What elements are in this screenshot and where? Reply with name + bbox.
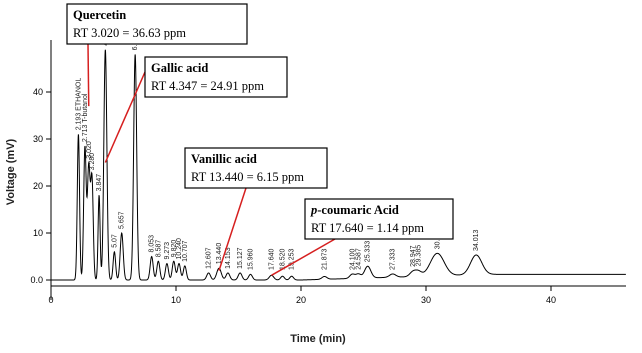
callout-box	[304, 198, 454, 240]
peak-label: 17.640	[269, 248, 276, 270]
peak-label: 12.607	[206, 247, 213, 269]
peak-label: 5.07	[111, 234, 118, 248]
peak-label: 14.153	[225, 247, 232, 269]
x-ticks: 0 10 20 30 40	[48, 286, 556, 305]
compound-name-text: Gallic acid	[151, 61, 208, 75]
compound-name-text: Quercetin	[73, 8, 126, 22]
callout-box	[184, 147, 328, 189]
x-tick-label: 0	[48, 295, 53, 305]
annotation-arrow	[104, 71, 146, 163]
y-axis-title: Voltage (mV)	[5, 138, 17, 205]
retention-value: RT 3.020 = 36.63 ppm	[73, 26, 186, 40]
peak-label: 8.587	[155, 240, 162, 258]
annotation-callout: Vanillic acid RT 13.440 = 6.15 ppm	[184, 147, 328, 189]
x-axis-title: Time (min)	[290, 333, 346, 345]
y-tick-label: 20	[33, 181, 43, 191]
annotation-arrow	[87, 43, 90, 107]
peak-label: 9.273	[164, 242, 171, 260]
annotation-callout: Gallic acid RT 4.347 = 24.91 ppm	[144, 56, 288, 98]
annotation-arrow	[218, 187, 247, 271]
peak-label: 18.520	[280, 248, 287, 270]
peak-label: 28.947	[410, 245, 417, 267]
callout-box	[144, 56, 288, 98]
y-tick-label: 10	[33, 228, 43, 238]
x-tick-label: 40	[546, 295, 556, 305]
annotation-arrow	[271, 238, 336, 276]
peak-label: 8.053	[149, 235, 156, 253]
annotation-callout: p-coumaric Acid RT 17.640 = 1.14 ppm	[304, 198, 454, 240]
y-tick-label: 0.0	[30, 275, 43, 285]
y-tick-label: 40	[33, 87, 43, 97]
peak-label: 27.333	[390, 248, 397, 270]
peak-label: 10.240	[176, 238, 183, 260]
x-tick-label: 10	[171, 295, 181, 305]
y-ticks: 0.0 10 20 30 40	[30, 87, 51, 285]
peak-label: 3.020	[86, 141, 93, 159]
axes	[50, 40, 626, 300]
peak-label: 34.013	[473, 229, 480, 251]
peak-label: 15.127	[237, 247, 244, 269]
chromatogram-trace	[51, 49, 626, 281]
peak-label: 13.440	[216, 243, 223, 265]
compound-name-text: Vanillic acid	[191, 152, 257, 166]
annotation-callout: Quercetin RT 3.020 = 36.63 ppm	[66, 3, 248, 45]
peak-label: 2.713 T-butanol	[82, 93, 89, 142]
compound-name: Vanillic acid	[191, 152, 257, 166]
retention-value: RT 13.440 = 6.15 ppm	[191, 170, 304, 184]
compound-name: p-coumaric Acid	[310, 203, 399, 217]
compound-name: Quercetin	[73, 8, 126, 22]
peak-label: 10.707	[182, 240, 189, 262]
peak-label: 9.820	[171, 240, 178, 258]
peak-label: 25.333	[365, 241, 372, 263]
peak-label: 30.9	[434, 236, 441, 250]
y-tick-label: 30	[33, 134, 43, 144]
compound-name-prefix: p	[310, 203, 317, 217]
retention-value: RT 17.640 = 1.14 ppm	[311, 221, 424, 235]
peak-label: 15.960	[248, 248, 255, 270]
retention-value: RT 4.347 = 24.91 ppm	[151, 79, 264, 93]
peak-label: 24.100	[349, 248, 356, 270]
peak-label: 24.587	[355, 248, 362, 270]
peak-label: 29.385	[415, 245, 422, 267]
peak-label: 3.847	[96, 174, 103, 192]
x-tick-label: 20	[296, 295, 306, 305]
peak-label: 5.657	[119, 211, 126, 229]
x-tick-label: 30	[421, 295, 431, 305]
peak-label: 3.280	[89, 153, 96, 171]
annotation-arrows	[87, 43, 336, 276]
peak-label: 19.253	[289, 248, 296, 270]
peak-label: 21.873	[321, 248, 328, 270]
annotation-callouts: Quercetin RT 3.020 = 36.63 ppm Gallic acid…	[66, 3, 454, 240]
callout-box	[66, 3, 248, 45]
peak-label: 2.193 ETHANOL	[75, 78, 82, 131]
compound-name-text: -coumaric Acid	[317, 203, 399, 217]
compound-name: Gallic acid	[151, 61, 208, 75]
